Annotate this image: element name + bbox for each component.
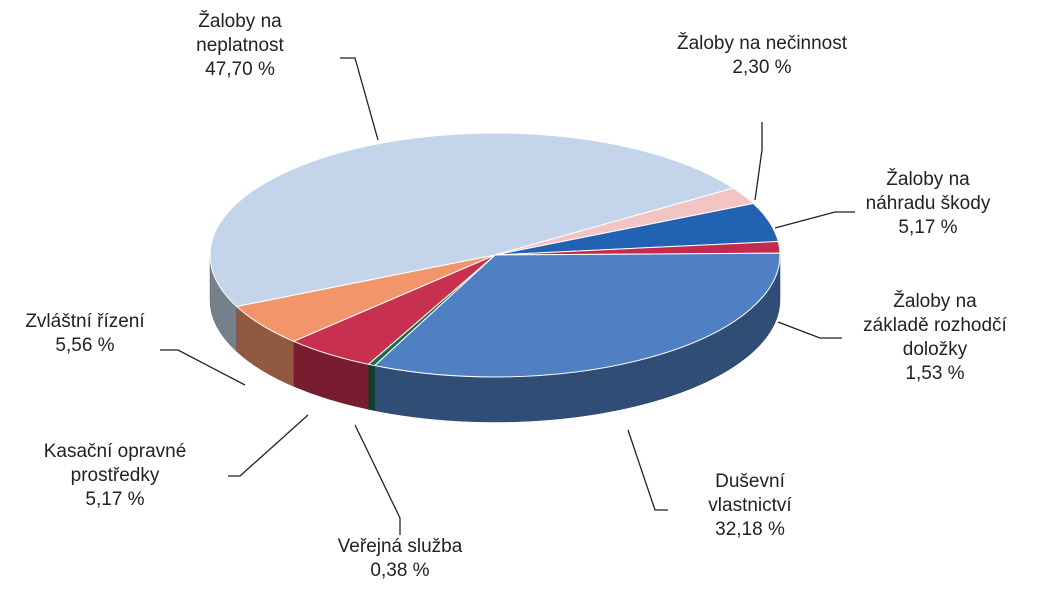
leader-line [627, 429, 668, 511]
slice-value: 5,17 % [898, 217, 958, 238]
slice-value: 32,18 % [715, 519, 785, 540]
slice-label: Žaloby na základě rozhodčí doložky 1,53 % [860, 290, 1010, 386]
slice-name: Žaloby na nečinnost [676, 33, 848, 54]
leader-line [160, 349, 246, 386]
slice-label: Žaloby na nečinnost 2,30 % [632, 32, 892, 80]
leader-line [754, 122, 763, 201]
slice-name: Veřejná služba [337, 536, 463, 557]
slice-label: Veřejná služba 0,38 % [300, 535, 500, 583]
slice-value: 1,53 % [905, 363, 965, 384]
pie-slice [209, 132, 735, 308]
leader-line [354, 424, 401, 535]
slice-value: 0,38 % [370, 560, 430, 581]
leader-line [228, 414, 309, 477]
pie-sides [209, 254, 781, 423]
slice-label: Žaloby na neplatnost 47,70 % [175, 10, 305, 82]
slice-label: Duševní vlastnictví 32,18 % [690, 470, 810, 542]
pie-slice [235, 254, 496, 342]
slice-name: Zvláštní řízení [25, 311, 145, 332]
leader-line [774, 211, 855, 229]
leader-line [777, 321, 842, 339]
slice-label: Kasační opravné prostředky 5,17 % [15, 440, 215, 512]
slice-value: 5,56 % [55, 335, 115, 356]
slice-value: 47,70 % [205, 59, 275, 80]
pie-tops [209, 132, 781, 378]
slice-name: Duševní vlastnictví [708, 471, 792, 516]
pie-slice [373, 252, 781, 378]
slice-name: Žaloby na základě rozhodčí doložky [863, 291, 1007, 360]
slice-label: Žaloby na náhradu škody 5,17 % [853, 168, 1003, 240]
leader-lines [160, 57, 855, 535]
slice-name: Žaloby na náhradu škody [865, 169, 991, 214]
slice-name: Žaloby na neplatnost [196, 11, 284, 56]
slice-value: 2,30 % [732, 57, 792, 78]
pie-slice-side [368, 363, 375, 411]
slice-label: Zvláštní řízení 5,56 % [0, 310, 185, 358]
slice-value: 5,17 % [85, 489, 145, 510]
leader-line [340, 57, 379, 141]
slice-name: Kasační opravné prostředky [43, 441, 187, 486]
